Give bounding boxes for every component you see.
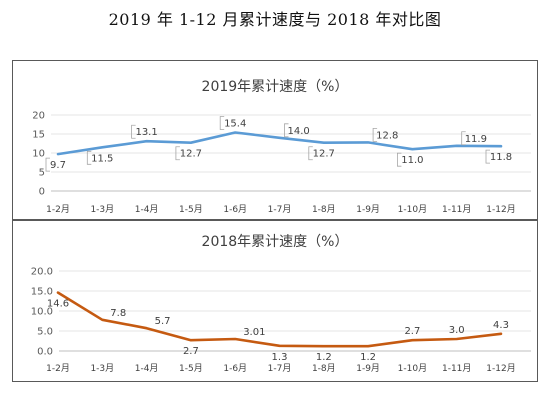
chart-2018-data-label: 2.7 [183, 346, 199, 357]
chart-2019-data-label: 11.8 [490, 152, 512, 163]
chart-2018-data-label: 4.3 [493, 320, 509, 331]
chart-2019-y-tick-label: 15 [32, 130, 45, 141]
chart-2019-x-tick-label: 1-8月 [312, 204, 336, 215]
chart-2018-series-line [56, 291, 503, 348]
chart-2019-data-label: 11.9 [465, 134, 487, 145]
chart-2018-title: 2018年累计速度（%） [201, 234, 349, 250]
chart-2019-y-tick-label: 0 [39, 187, 45, 198]
chart-2018-data-label: 7.8 [110, 308, 126, 319]
chart-2018-data-label: 14.6 [47, 299, 69, 310]
chart-2018-svg: 0.0 5.0 10.0 15.0 20.0 1-2月 1-3月 1-4月 1-5月 1-6月 1-… [31, 267, 531, 374]
chart-2019-x-tick-label: 1-7月 [268, 204, 292, 215]
chart-2018-data-label: 3.01 [243, 327, 265, 338]
chart-2019-data-label-callout [372, 127, 378, 142]
chart-2019-x-tick-label: 1-12月 [486, 204, 515, 215]
chart-2018-data-label: 1.2 [316, 352, 332, 363]
chart-2019-data-label-callout [485, 149, 490, 164]
chart-2018-data-label: 1.3 [272, 352, 288, 363]
chart-2019-svg: 0 5 10 15 20 1-2月 1-3月 1-4月 1-5月 1-6月 1-7月 1-8月 1-9月… [32, 111, 531, 215]
chart-2018-x-tick-label: 1-12月 [486, 363, 515, 374]
chart-2019-data-label-callout [308, 146, 313, 161]
chart-2019-x-tick-label: 1-2月 [46, 204, 70, 215]
chart-2018-y-tick-label: 15.0 [31, 287, 53, 298]
chart-2019-data-label-callout [131, 124, 136, 139]
chart-2018-x-tick-label: 1-9月 [356, 363, 380, 374]
chart-2019-data-label: 13.1 [135, 127, 157, 138]
chart-2018-x-tick-label: 1-4月 [135, 363, 159, 374]
chart-2019-x-tick-label: 1-11月 [442, 204, 471, 215]
chart-2019-data-label-callout [175, 146, 180, 161]
chart-2018-x-tick-label: 1-5月 [179, 363, 203, 374]
chart-2019-data-label-callout [219, 116, 225, 130]
chart-2019-series-line [56, 131, 503, 156]
chart-2019-y-tick-label: 20 [32, 111, 45, 122]
chart-2019-data-label: 11.5 [91, 153, 113, 164]
chart-2019-data-label: 11.0 [401, 155, 423, 166]
chart-2018-x-tick-label: 1-2月 [46, 363, 70, 374]
chart-2019-data-label-callout [86, 150, 92, 165]
chart-2018-y-tick-label: 0.0 [37, 347, 53, 358]
chart-2019-data-label-callout [45, 157, 50, 172]
chart-2018-x-tick-label: 1-8月 [312, 363, 336, 374]
chart-2018-x-tick-label: 1-10月 [398, 363, 427, 374]
chart-2019-x-tick-label: 1-9月 [356, 204, 380, 215]
chart-2018-y-tick-label: 10.0 [31, 307, 53, 318]
chart-2019-x-tick-label: 1-10月 [398, 204, 427, 215]
chart-2018-x-tick-label: 1-3月 [90, 363, 114, 374]
chart-2019-data-label: 14.0 [288, 126, 310, 137]
chart-2019-title: 2019年累计速度（%） [201, 79, 349, 95]
chart-2019-data-label: 12.7 [180, 149, 202, 160]
chart-2018-data-label: 5.7 [155, 316, 171, 327]
chart-2018-panel: 2018年累计速度（%） 0.0 5.0 10.0 15.0 20.0 1-2月 1-3月 1… [12, 220, 538, 382]
chart-2018-y-tick-label: 5.0 [37, 327, 53, 338]
chart-2019-data-label: 9.7 [50, 160, 66, 171]
chart-2019-data-label: 12.7 [313, 149, 335, 160]
chart-2019-data-label: 15.4 [224, 118, 246, 129]
chart-2019-data-label-callout [397, 152, 402, 167]
chart-2018-y-tick-label: 20.0 [31, 267, 53, 278]
chart-2019-data-label: 12.8 [376, 130, 398, 141]
chart-2018-x-tick-label: 1-11月 [442, 363, 471, 374]
chart-2018-x-tick-label: 1-7月 [268, 363, 292, 374]
chart-2019-data-label-callout [461, 131, 466, 146]
page-title: 2019 年 1-12 月累计速度与 2018 年对比图 [108, 10, 442, 29]
chart-2019-x-tick-label: 1-3月 [90, 204, 114, 215]
chart-2018-data-label: 1.2 [360, 352, 376, 363]
chart-2018-data-label: 3.0 [449, 325, 465, 336]
chart-2019-data-label-callout [284, 123, 289, 138]
chart-2019-x-tick-label: 1-5月 [179, 204, 203, 215]
chart-2019-y-tick-label: 5 [39, 168, 45, 179]
chart-2019-x-tick-label: 1-4月 [135, 204, 159, 215]
chart-2019-x-tick-label: 1-6月 [223, 204, 247, 215]
chart-2019-y-tick-label: 10 [32, 149, 45, 160]
chart-2018-data-label: 2.7 [404, 326, 420, 337]
chart-2018-x-tick-label: 1-6月 [223, 363, 247, 374]
chart-2019-panel: 2019年累计速度（%） 0 5 10 15 20 1-2月 1-3月 1-4月 1-5月 1-6… [12, 60, 538, 220]
